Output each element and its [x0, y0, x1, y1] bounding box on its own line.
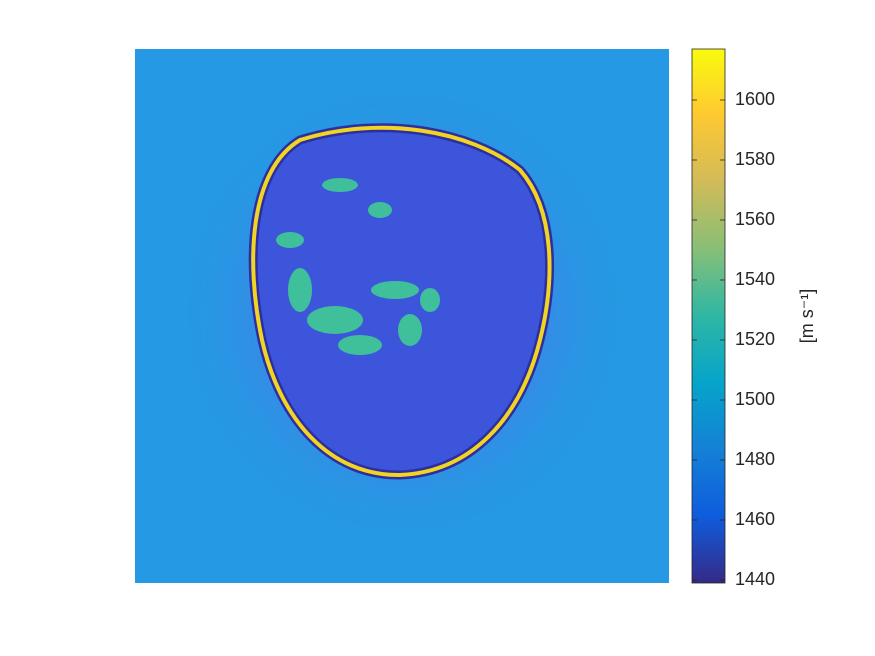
blob: [420, 288, 440, 312]
colorbar-label: [m s⁻¹]: [797, 289, 817, 344]
skin-ring: [251, 125, 552, 478]
colorbar-tick-label: 1460: [735, 509, 775, 529]
image: [135, 49, 669, 583]
colorbar-tick-label: 1560: [735, 209, 775, 229]
blob: [368, 202, 392, 218]
colorbar-tick-label: 1600: [735, 89, 775, 109]
colorbar-tick-label: 1540: [735, 269, 775, 289]
colorbar-tick-label: 1500: [735, 389, 775, 409]
blob: [398, 314, 422, 346]
colorbar: [691, 48, 726, 584]
blob: [322, 178, 358, 192]
colorbar-tick-label: 1480: [735, 449, 775, 469]
colorbar-tick-label: 1580: [735, 149, 775, 169]
blob: [288, 268, 312, 312]
colorbar-tick-label: 1520: [735, 329, 775, 349]
blob: [371, 281, 419, 299]
fibroglandular: [276, 178, 440, 355]
colorbar-tick-label: 1440: [735, 569, 775, 589]
blob: [276, 232, 304, 248]
blob: [307, 306, 363, 334]
blob: [338, 335, 382, 355]
